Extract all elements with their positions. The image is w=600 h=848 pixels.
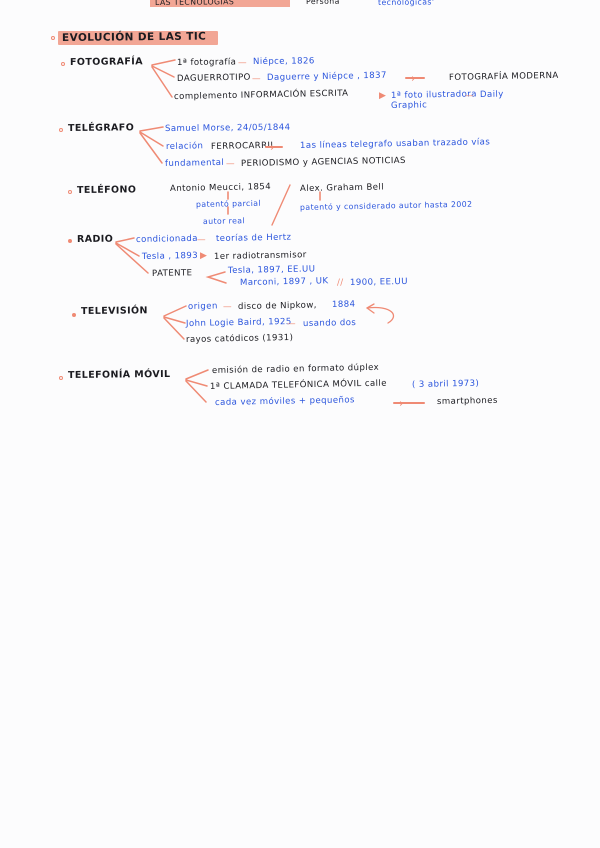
- foto-line2-term: DAGUERROTIPO: [176, 72, 251, 84]
- section-label-fotografia: FOTOGRAFÍA: [69, 56, 144, 68]
- tv-line2-term: John Logie Baird, 1925: [185, 316, 292, 329]
- telegrafo-line2-arrow-icon: →: [265, 141, 275, 154]
- bullet-radio-icon: [68, 239, 72, 243]
- tv-line2-dash: —: [287, 319, 296, 329]
- telefono-right-name: Alex. Graham Bell: [299, 182, 385, 194]
- connector-tv-2: [163, 316, 186, 324]
- foto-line3-dash: —: [465, 91, 474, 101]
- movil-line2-term: 1ª CLAMADA TELEFÓNICA MÓVIL calle: [209, 378, 387, 392]
- heading-highlight: [58, 31, 218, 45]
- telegrafo-line3-term: fundamental: [164, 157, 225, 169]
- bullet-telegrafo-icon: [59, 128, 63, 132]
- radio-line3-value: Tesla, 1897, EE.UU: [227, 264, 316, 276]
- radio-line2-term: Tesla , 1893: [141, 250, 199, 262]
- bullet-telefono-icon: [68, 190, 72, 194]
- foto-line1-dash: —: [238, 58, 247, 68]
- connector-movil-1: [185, 369, 209, 380]
- connector-radio-1: [115, 237, 135, 243]
- telefono-right-note: patentó y considerado autor hasta 2002: [299, 199, 473, 212]
- telegrafo-line3-dash: —: [226, 159, 235, 169]
- radio-line2-value: 1er radiotransmisor: [213, 250, 307, 262]
- connector-movil-2: [185, 379, 208, 387]
- radio-line2-triangle-icon: ▶: [200, 251, 208, 261]
- bullet-fotografia-icon: [61, 62, 65, 66]
- tv-line1-value: disco de Nipkow,: [237, 300, 317, 312]
- connector-tv-1: [163, 305, 187, 317]
- section-label-telefonia-movil: TELEFONÍA MÓVIL: [67, 368, 171, 381]
- connector-telegrafo-2: [139, 131, 164, 147]
- foto-line2-result: FOTOGRAFÍA MODERNA: [448, 70, 559, 83]
- connector-telegrafo-3: [139, 132, 163, 164]
- connector-tv-3: [163, 317, 185, 340]
- radio-line4-value: Marconi, 1897 , UK: [239, 276, 329, 288]
- telefono-left-note1: patentó parcial: [195, 198, 262, 209]
- connector-movil-3: [185, 380, 207, 403]
- radio-line1-value: teorías de Hertz: [215, 232, 292, 244]
- bullet-television-icon: [72, 313, 76, 317]
- cutoff-fragment-left: LAS TECNOLOGÍAS: [154, 0, 235, 7]
- foto-line1-value: Niépce, 1826: [252, 56, 315, 67]
- connector-tv-curve-head: [366, 303, 375, 314]
- tv-line1-term: origen: [187, 301, 218, 312]
- section-label-radio: RADIO: [76, 233, 114, 245]
- movil-line1: emisión de radio en formato dúplex: [211, 362, 380, 376]
- connector-fotografia-3: [151, 66, 173, 98]
- radio-line1-term: condicionada: [135, 233, 198, 245]
- cutoff-fragment-right: tecnológicas': [377, 0, 435, 7]
- divider-telefono: [271, 184, 291, 226]
- section-label-television: TELEVISIÓN: [80, 305, 148, 317]
- telegrafo-line2-term: relación: [165, 141, 204, 152]
- telefono-left-note2: autor real: [202, 216, 246, 226]
- telegrafo-line2-value: 1as líneas telegrafo usaban trazado vías: [299, 137, 491, 151]
- cutoff-highlight: [150, 0, 290, 7]
- connector-radio-patente: [205, 271, 227, 284]
- radio-line3-term: PATENTE: [151, 268, 193, 279]
- foto-line2-dash: —: [252, 74, 261, 84]
- connector-fotografia-2: [151, 65, 175, 78]
- radio-line1-dash: —: [197, 235, 206, 245]
- page-title: EVOLUCIÓN DE LAS TIC: [61, 30, 207, 44]
- foto-line3-triangle-icon: ▶: [379, 91, 387, 101]
- foto-line1-term: 1ª fotografía: [176, 57, 237, 68]
- radio-line4-sep: //: [337, 278, 344, 288]
- foto-line4-source-cont: Graphic: [390, 100, 428, 111]
- foto-line3-term: complemento INFORMACIÓN ESCRITA: [173, 88, 349, 102]
- section-label-telefono: TELÉFONO: [76, 184, 137, 196]
- bullet-telefonia-movil-icon: [59, 376, 63, 380]
- telegrafo-line1: Samuel Morse, 24/05/1844: [164, 122, 291, 134]
- tv-line3-value: rayos catódicos (1931): [185, 332, 294, 345]
- tv-line2-value: usando dos: [302, 317, 357, 329]
- foto-line3-source: Daily: [479, 89, 504, 100]
- movil-line3-arrow-icon: →: [394, 397, 404, 410]
- movil-line3-value: smartphones: [436, 395, 498, 407]
- connector-telegrafo-1: [139, 126, 164, 132]
- telegrafo-line3-value: PERIODISMO y AGENCIAS NOTICIAS: [240, 155, 406, 169]
- connector-tv-curve: [366, 306, 394, 324]
- radio-line4-value2: 1900, EE.UU: [349, 276, 408, 288]
- section-label-telegrafo: TELÉGRAFO: [67, 122, 135, 134]
- movil-line2-date: ( 3 abril 1973): [411, 378, 480, 390]
- heading-bullet-icon: [51, 36, 55, 40]
- connector-fotografia-1: [151, 59, 176, 66]
- tv-line1-year: 1884: [331, 299, 356, 310]
- tv-line1-dash: —: [223, 302, 232, 312]
- movil-line3-term: cada vez móviles + pequeños: [214, 395, 355, 408]
- cutoff-fragment-mid: Persona: [305, 0, 340, 6]
- foto-line2-value: Daguerre y Niépce , 1837: [266, 70, 387, 83]
- telefono-left-name: Antonio Meucci, 1854: [169, 182, 272, 194]
- foto-line2-arrow-icon: →: [406, 72, 416, 85]
